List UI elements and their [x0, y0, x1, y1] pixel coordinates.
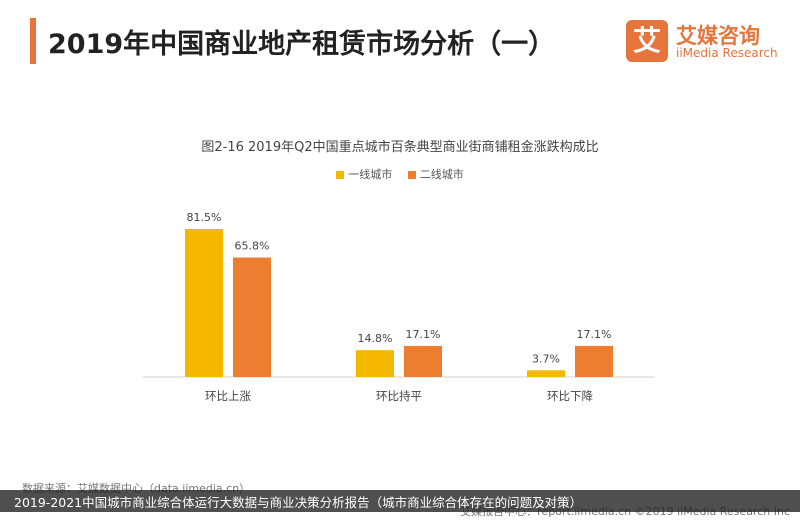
logo-chinese-name: 艾媒咨询 — [676, 24, 760, 48]
bar-3-series-1 — [527, 370, 565, 377]
chart-title: 图2-16 2019年Q2中国重点城市百条典型商业街商铺租金涨跌构成比 — [201, 140, 599, 155]
legend-item-series-2: 二线城市 — [407, 166, 464, 182]
chart-legend: 一线城市 二线城市 — [0, 166, 800, 182]
x-tick-label-2: 环比持平 — [376, 389, 422, 403]
legend-swatch-series-2 — [407, 171, 416, 179]
data-label-3-series-2: 17.1% — [577, 328, 612, 341]
bar-2-series-2 — [404, 345, 442, 377]
legend-label-series-2: 二线城市 — [419, 168, 464, 181]
legend-swatch-series-1 — [336, 171, 345, 179]
data-label-1-series-1: 81.5% — [187, 211, 222, 224]
caption-band: 2019-2021中国城市商业综合体运行大数据与商业决策分析报告（城市商业综合体… — [0, 490, 800, 512]
iimedia-logo: 艾 艾媒咨询 iiMedia Research — [626, 20, 786, 64]
bar-2-series-1 — [356, 350, 394, 377]
x-tick-label-1: 环比上涨 — [205, 389, 251, 403]
report-caption: 2019-2021中国城市商业综合体运行大数据与商业决策分析报告（城市商业综合体… — [14, 495, 583, 510]
bar-1-series-2 — [233, 257, 271, 377]
logo-icon: 艾 — [626, 20, 668, 62]
title-accent-bar — [30, 18, 36, 64]
bar-1-series-1 — [185, 229, 223, 377]
page-title: 2019年中国商业地产租赁市场分析（一） — [48, 29, 556, 60]
data-label-2-series-1: 14.8% — [358, 332, 393, 345]
data-label-2-series-2: 17.1% — [406, 328, 441, 341]
bar-chart: 81.5% 65.8% 环比上涨 14.8% 17.1% 环比持平 3.7% 17.1% 环比下… — [143, 211, 655, 403]
legend-label-series-1: 一线城市 — [348, 168, 393, 181]
bar-3-series-2 — [575, 345, 613, 377]
data-label-1-series-2: 65.8% — [235, 240, 270, 253]
legend-item-series-1: 一线城市 — [336, 166, 392, 182]
x-tick-label-3: 环比下降 — [547, 389, 593, 403]
data-label-3-series-1: 3.7% — [532, 352, 560, 365]
logo-english-name: iiMedia Research — [676, 46, 778, 60]
